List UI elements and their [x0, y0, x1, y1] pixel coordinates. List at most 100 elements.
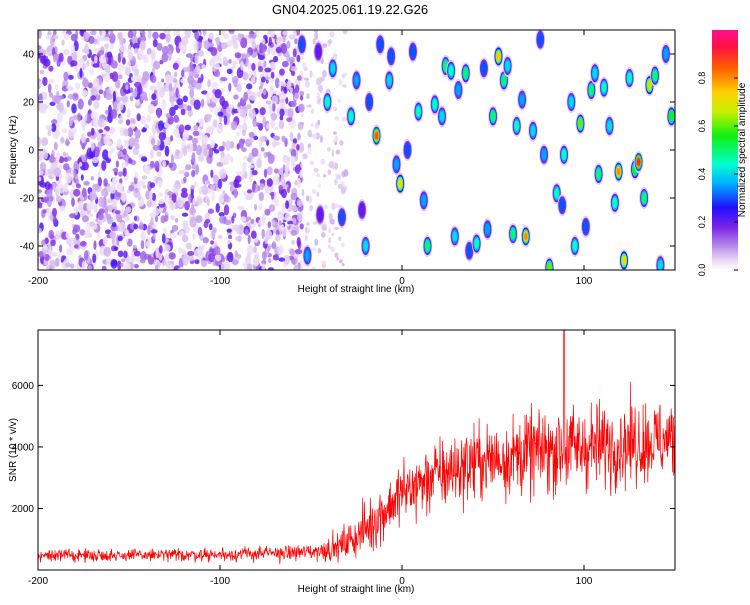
heatmap-noise-blob [52, 207, 57, 217]
heatmap-noise-blob [339, 140, 344, 146]
heatmap-spot [313, 40, 324, 63]
heatmap-noise-blob [149, 149, 154, 159]
snr-frame [37, 329, 676, 571]
heatmap-noise-blob [125, 84, 129, 91]
heatmap-noise-blob [41, 137, 49, 147]
heatmap-noise-blob [279, 108, 285, 117]
heatmap-noise-blob [245, 195, 253, 201]
heatmap-noise-blob [272, 254, 279, 261]
heatmap-noise-blob [88, 221, 96, 227]
heatmap-noise-blob [171, 224, 179, 232]
heatmap-noise-blob [154, 160, 160, 172]
heatmap-noise-blob [108, 54, 112, 66]
heatmap-noise-blob [82, 78, 89, 88]
heatmap-noise-blob [344, 169, 348, 173]
heatmap-noise-blob [50, 252, 58, 257]
heatmap-noise-blob [46, 207, 51, 217]
heatmap-noise-blob [117, 250, 124, 258]
heatmap-noise-blob [254, 108, 259, 114]
heatmap-noise-blob [134, 129, 141, 139]
heatmap-spot [557, 194, 567, 217]
heatmap-noise-blob [120, 208, 124, 215]
heatmap-noise-blob [231, 215, 235, 224]
heatmap-noise-blob [52, 34, 59, 40]
heatmap-noise-blob [307, 129, 313, 138]
heatmap-noise-blob [249, 91, 257, 102]
heatmap-noise-blob [64, 262, 71, 268]
heatmap-noise-blob [236, 224, 239, 234]
heatmap-noise-blob [79, 229, 86, 236]
heatmap-noise-blob [139, 115, 147, 125]
heatmap-noise-blob [168, 162, 173, 168]
heatmap-noise-blob [98, 196, 105, 208]
heatmap-noise-blob [163, 30, 171, 34]
heatmap-noise-blob [156, 108, 161, 119]
heatmap-noise-blob [270, 118, 276, 129]
heatmap-noise-blob [86, 202, 93, 211]
heatmap-noise-blob [150, 75, 157, 84]
heatmap-noise-blob [214, 69, 221, 78]
heatmap-noise-blob [134, 47, 139, 54]
heatmap-noise-blob [306, 93, 310, 100]
heatmap-noise-blob [147, 225, 151, 236]
heatmap-noise-blob [273, 141, 281, 146]
heatmap-noise-blob [122, 167, 127, 177]
heatmap-noise-blob [217, 178, 223, 189]
heatmap-noise-blob [319, 135, 323, 143]
heatmap-noise-blob [54, 95, 61, 105]
heatmap-noise-blob [163, 227, 167, 234]
heatmap-noise-blob [257, 153, 263, 160]
heatmap-noise-blob [90, 176, 95, 181]
heatmap-noise-blob [119, 115, 123, 123]
heatmap-noise-blob [158, 132, 166, 141]
heatmap-noise-blob [161, 78, 165, 83]
heatmap-noise-blob [55, 230, 61, 241]
heatmap-noise-blob [272, 175, 280, 186]
heatmap-noise-blob [181, 248, 186, 256]
heatmap-noise-blob [77, 200, 84, 210]
heatmap-noise-blob [121, 193, 127, 203]
heatmap-noise-blob [265, 76, 271, 81]
heatmap-spot [402, 139, 413, 161]
heatmap-spot [502, 55, 513, 77]
heatmap-noise-blob [70, 60, 78, 67]
heatmap-noise-blob [218, 145, 225, 152]
heatmap-noise-blob [123, 129, 129, 137]
heatmap-noise-blob [177, 57, 181, 66]
heatmap-noise-blob [162, 160, 167, 167]
heatmap-noise-blob [103, 178, 108, 187]
heatmap-spot [360, 235, 371, 257]
heatmap-noise-blob [157, 192, 164, 197]
heatmap-noise-blob [278, 184, 284, 191]
figure-title: GN04.2025.061.19.22.G26 [272, 2, 428, 17]
heatmap-noise-blob [125, 233, 129, 243]
heatmap-noise-blob [264, 208, 271, 216]
heatmap-noise-blob [187, 251, 195, 256]
heatmap-noise-blob [87, 264, 92, 270]
heatmap-noise-blob [219, 215, 225, 224]
heatmap-noise-blob [224, 261, 231, 270]
heatmap-spot [302, 244, 313, 267]
heatmap-noise-blob [213, 149, 220, 154]
heatmap-spot [599, 76, 609, 99]
heatmap-noise-blob [86, 222, 91, 232]
heatmap-noise-blob [146, 114, 151, 123]
heatmap-noise-blob [100, 136, 104, 147]
heatmap-noise-blob [254, 258, 259, 263]
heatmap-noise-blob [289, 131, 294, 142]
heatmap-spot [655, 254, 666, 270]
heatmap-noise-blob [247, 234, 251, 245]
heatmap-noise-blob [165, 74, 172, 85]
heatmap-noise-blob [263, 60, 267, 68]
heatmap-noise-blob [121, 95, 129, 103]
heatmap-noise-blob [268, 204, 276, 212]
heatmap-noise-blob [184, 200, 190, 211]
heatmap-noise-blob [70, 263, 75, 269]
heatmap-noise-blob [301, 243, 304, 250]
heatmap-noise-blob [283, 172, 290, 178]
heatmap-spot [375, 33, 386, 56]
heatmap-noise-blob [206, 180, 211, 185]
heatmap-noise-blob [248, 131, 255, 138]
heatmap-noise-blob [200, 98, 205, 108]
heatmap-noise-blob [94, 93, 101, 101]
